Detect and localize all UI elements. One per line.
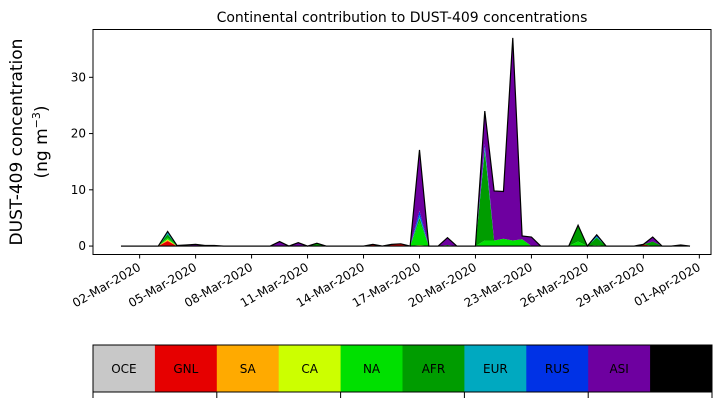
area-series-afr xyxy=(120,150,691,247)
legend-label-asi: ASI xyxy=(609,362,628,376)
area-series-aus xyxy=(120,37,691,247)
legend-label-sa: SA xyxy=(240,362,257,376)
y-axis-label: DUST-409 concentration (ng m−3) xyxy=(7,39,52,246)
area-series-asi xyxy=(120,37,691,247)
y-tick-label: 30 xyxy=(71,70,86,84)
total-line xyxy=(120,37,691,248)
legend-label-rus: RUS xyxy=(545,362,570,376)
x-axis: 02-Mar-202005-Mar-202008-Mar-202011-Mar-… xyxy=(70,254,703,310)
y-axis-label-unit: (ng m xyxy=(32,128,52,178)
legend-label-aus: AUS xyxy=(669,362,694,376)
y-axis-label-line2: (ng m−3) xyxy=(30,105,52,178)
legend-label-gnl: GNL xyxy=(173,362,198,376)
legend-swatch-rus xyxy=(526,345,589,392)
legend-swatch-ca xyxy=(278,345,342,392)
legend-label-ca: CA xyxy=(301,362,318,376)
total-outline xyxy=(120,37,691,248)
plot-areas xyxy=(120,37,691,247)
legend-swatch-afr xyxy=(402,345,465,392)
legend-swatch-eur xyxy=(464,345,527,392)
plot-frame xyxy=(92,29,712,255)
legend-label-eur: EUR xyxy=(483,362,508,376)
area-series-na xyxy=(120,221,691,247)
y-tick-label: 20 xyxy=(71,127,86,141)
legend-swatch-gnl xyxy=(154,345,218,392)
y-tick-label: 10 xyxy=(71,183,86,197)
chart-title: Continental contribution to DUST-409 con… xyxy=(217,10,588,26)
y-axis-label-close: ) xyxy=(32,105,52,112)
legend-swatch-asi xyxy=(588,345,651,392)
continent-legend: OCE GNL SA CA NA AFR EUR RUS ASI AUS xyxy=(92,344,713,398)
legend-swatch-sa xyxy=(216,345,280,392)
legend-label-afr: AFR xyxy=(422,362,445,376)
y-axis-label-exponent: −3 xyxy=(30,112,43,128)
legend-label-na: NA xyxy=(363,362,381,376)
legend-frame xyxy=(92,344,713,393)
area-series-eur xyxy=(120,147,691,247)
area-series-rus xyxy=(120,143,691,247)
legend-label-oce: OCE xyxy=(111,362,136,376)
legend-swatch-oce xyxy=(93,345,156,392)
y-axis: 0 10 20 30 xyxy=(71,70,93,253)
legend-swatch-na xyxy=(340,345,403,392)
y-tick-label: 0 xyxy=(78,239,86,253)
legend-swatch-aus xyxy=(650,345,713,392)
y-axis-label-line1: DUST-409 concentration xyxy=(7,39,27,246)
